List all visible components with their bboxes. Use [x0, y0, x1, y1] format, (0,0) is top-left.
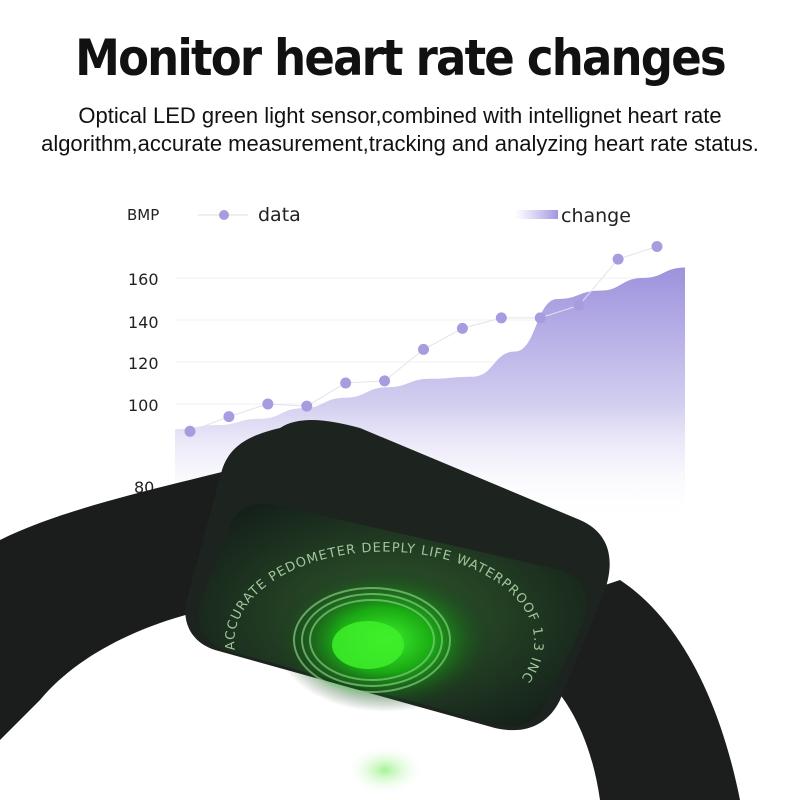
data-point-12 [651, 241, 663, 252]
data-point-4 [340, 377, 352, 389]
legend-change-label: change [561, 205, 631, 227]
y-tick-160: 160 [128, 270, 159, 289]
data-point-9 [534, 312, 546, 324]
data-point-11 [612, 253, 624, 265]
data-point-6 [418, 343, 429, 355]
legend-change-swatch [515, 210, 558, 219]
data-point-3 [301, 400, 313, 412]
subheadline: Optical LED green light sensor,combined … [41, 103, 759, 156]
y-axis-label: BMP [127, 206, 159, 224]
strap-left [0, 470, 260, 740]
headline: Monitor heart rate changes [75, 29, 727, 87]
data-point-8 [495, 312, 507, 324]
sensor-ring-inner [309, 599, 435, 681]
y-tick-100: 100 [128, 396, 159, 415]
y-tick-120: 120 [128, 354, 159, 373]
data-point-2 [262, 398, 274, 410]
legend-data-marker [219, 210, 229, 220]
sensor-ring-outer [293, 587, 451, 693]
light-reflection [345, 745, 425, 795]
green-led-icon [332, 621, 404, 669]
data-point-1 [223, 411, 235, 423]
data-point-7 [456, 322, 468, 334]
data-point-10 [573, 299, 585, 311]
sensor-ring-middle [301, 593, 443, 687]
data-point-0 [184, 425, 196, 437]
data-point-5 [379, 375, 391, 387]
y-tick-140: 140 [128, 313, 159, 332]
legend-data-label: data [258, 204, 301, 226]
